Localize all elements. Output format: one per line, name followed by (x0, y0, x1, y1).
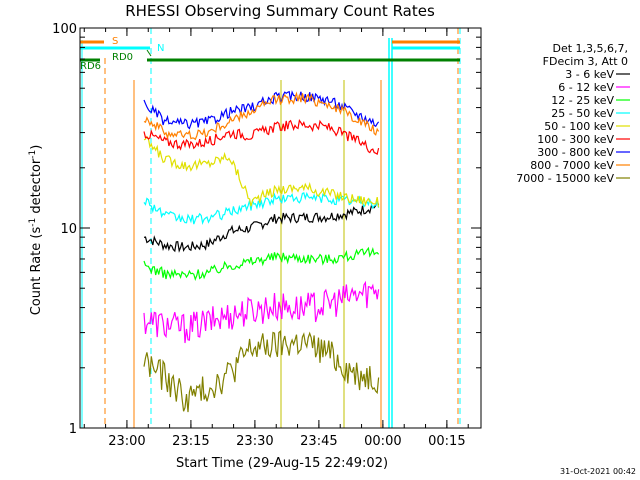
legend-label-1: 3 - 6 keV (565, 68, 614, 81)
y-tick-label: 1 (69, 422, 77, 437)
x-tick-label: 23:45 (300, 434, 337, 449)
x-tick-label: 00:15 (428, 434, 465, 449)
plot-area: S N RD0 RD6 (80, 28, 461, 428)
y-axis: 1 10 100 (52, 22, 481, 437)
marker-label: N (157, 43, 164, 54)
marker-label: RD0 (112, 52, 133, 63)
series-line-8 (143, 91, 380, 141)
legend-label-9: 7000 - 15000 keV (516, 172, 614, 185)
legend-label-8: 800 - 7000 keV (530, 159, 614, 172)
marker-label: S (112, 36, 118, 47)
legend-header-2: FDecim 3, Att 0 (543, 55, 628, 68)
legend-label-3: 12 - 25 keV (551, 94, 614, 107)
marker-label: RD6 (80, 61, 101, 72)
series-line-7 (143, 90, 380, 130)
x-tick-label: 00:00 (364, 434, 401, 449)
y-tick-label: 100 (52, 22, 77, 37)
x-tick-label: 23:00 (108, 434, 145, 449)
status-bar-tick (146, 49, 152, 57)
x-axis: 23:00 23:15 23:30 23:45 00:00 00:15 (83, 28, 469, 449)
x-tick-label: 23:30 (236, 434, 273, 449)
y-tick-label: 10 (60, 222, 77, 237)
legend-label-7: 300 - 800 keV (537, 146, 614, 159)
legend-header-1: Det 1,3,5,6,7, (552, 42, 628, 55)
legend-label-4: 25 - 50 keV (551, 107, 614, 120)
x-tick-label: 23:15 (172, 434, 209, 449)
timestamp: 31-Oct-2021 00:42 (560, 467, 636, 476)
legend-label-2: 6 - 12 keV (558, 81, 614, 94)
legend: Det 1,3,5,6,7, FDecim 3, Att 0 3 - 6 keV… (516, 42, 630, 185)
legend-label-5: 50 - 100 keV (544, 120, 614, 133)
series-line-9 (143, 329, 380, 413)
chart-title: RHESSI Observing Summary Count Rates (125, 2, 435, 20)
series-line-2 (143, 280, 380, 344)
y-axis-label: Count Rate (s-1 detector-1) (28, 145, 44, 316)
series-line-5 (143, 135, 380, 208)
legend-label-6: 100 - 300 keV (537, 133, 614, 146)
series-line-4 (143, 191, 380, 225)
series-line-6 (143, 118, 380, 156)
series-line-1 (143, 199, 380, 253)
series-line-3 (143, 246, 380, 282)
x-axis-label: Start Time (29-Aug-15 22:49:02) (176, 456, 388, 471)
